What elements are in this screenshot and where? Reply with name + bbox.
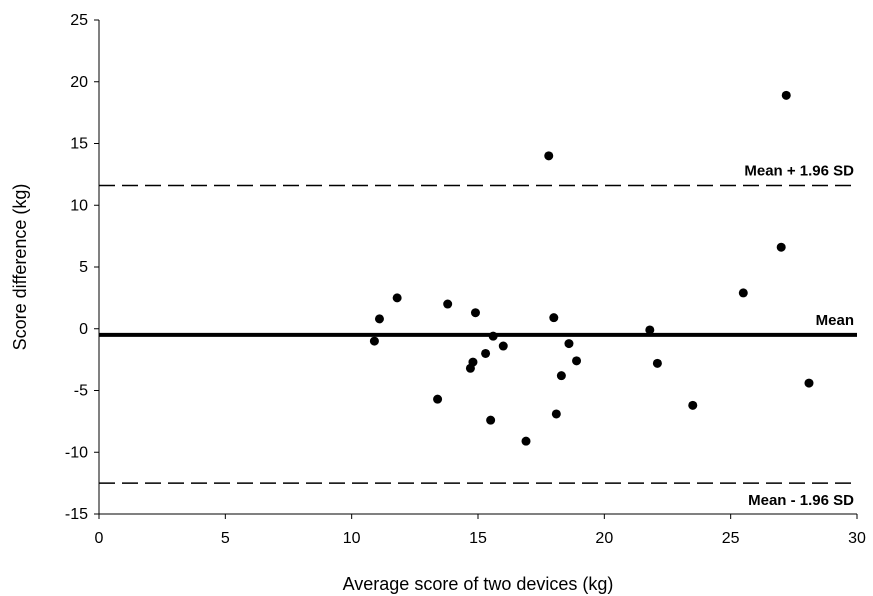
data-point: [468, 357, 478, 367]
x-tick-label: 20: [595, 530, 613, 547]
reference-line-label: Mean: [816, 312, 854, 329]
y-axis-title: Score difference (kg): [10, 184, 30, 351]
data-point: [549, 313, 559, 323]
data-point: [481, 348, 491, 358]
axis-labels: Average score of two devices (kg) Score …: [10, 184, 613, 594]
reference-line-label: Mean - 1.96 SD: [748, 492, 854, 509]
data-point: [645, 325, 655, 335]
data-point: [374, 314, 384, 324]
data-point: [781, 90, 791, 100]
y-tick-label: -10: [65, 444, 88, 461]
x-tick-label: 0: [95, 530, 104, 547]
x-tick-label: 10: [343, 530, 361, 547]
y-tick-label: 0: [79, 321, 88, 338]
data-point: [392, 293, 402, 303]
axes: 25 20 15 10 5 0 -5 -10 -15 0 5 10 15 20 25 30: [65, 12, 866, 547]
data-point: [470, 308, 480, 318]
y-tick-label: 10: [70, 197, 88, 214]
data-point: [486, 415, 496, 425]
y-tick-label: 20: [70, 74, 88, 91]
x-tick-label: 30: [848, 530, 866, 547]
data-point: [804, 378, 814, 388]
data-point: [572, 356, 582, 366]
data-point: [488, 331, 498, 341]
data-point: [556, 371, 566, 381]
x-tick-label: 25: [722, 530, 740, 547]
data-point: [521, 436, 531, 446]
y-tick-label: -15: [65, 506, 88, 523]
data-point: [433, 394, 443, 404]
y-tick-label: 25: [70, 12, 88, 29]
data-point: [738, 288, 748, 298]
reference-line-label: Mean + 1.96 SD: [744, 162, 854, 179]
data-point: [652, 358, 662, 368]
y-tick-label: 15: [70, 136, 88, 153]
data-point: [498, 341, 508, 351]
data-point: [443, 299, 453, 309]
data-points: [369, 90, 814, 446]
x-tick-label: 5: [221, 530, 230, 547]
data-point: [544, 151, 554, 161]
data-point: [776, 242, 786, 252]
reference-lines: Mean + 1.96 SD Mean Mean - 1.96 SD: [99, 162, 857, 509]
data-point: [551, 409, 561, 419]
data-point: [564, 339, 574, 349]
data-point: [369, 336, 379, 346]
data-point: [688, 400, 698, 410]
y-tick-label: -5: [74, 383, 88, 400]
x-axis-title: Average score of two devices (kg): [343, 574, 614, 594]
x-tick-label: 15: [469, 530, 487, 547]
y-tick-label: 5: [79, 259, 88, 276]
